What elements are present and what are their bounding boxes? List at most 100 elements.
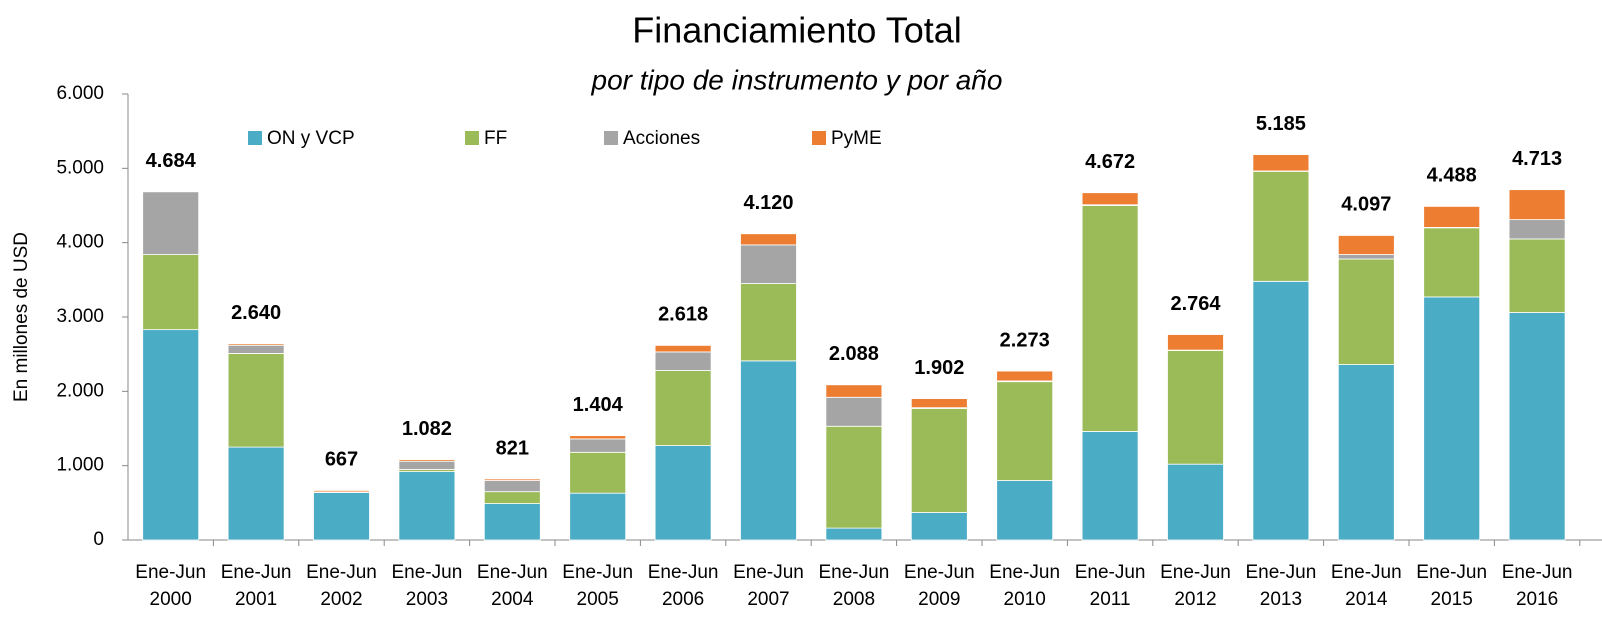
bar-segment: [740, 244, 797, 284]
total-label: 1.404: [573, 394, 624, 416]
total-label: 1.902: [914, 357, 964, 379]
legend-swatch: [465, 131, 479, 145]
bar-segment: [1167, 350, 1224, 465]
bar-segment: [996, 480, 1054, 541]
bar-segment: [1081, 205, 1139, 432]
total-label: 4.672: [1085, 151, 1135, 173]
bar-segment: [654, 445, 712, 541]
y-tick-label: 3.000: [56, 306, 104, 327]
bar-segment: [825, 384, 883, 398]
bar-segment: [1167, 334, 1224, 351]
x-tick-label: Ene-Jun 2005: [562, 562, 633, 610]
total-label: 4.684: [146, 150, 197, 172]
legend-label: PyME: [831, 128, 882, 149]
bar-segment: [654, 351, 712, 371]
bar-segment: [1081, 192, 1139, 206]
x-tick-label: Ene-Jun 2016: [1502, 562, 1573, 610]
bar-segment: [483, 480, 541, 493]
bar-segment: [654, 370, 712, 446]
x-tick-label: Ene-Jun 2013: [1246, 562, 1317, 610]
bar-segment: [1508, 238, 1566, 313]
bar-segment: [910, 408, 968, 513]
total-label: 2.640: [231, 302, 281, 324]
bar-segment: [1081, 431, 1139, 541]
y-axis-label: En millones de USD: [11, 232, 32, 402]
x-tick-label: Ene-Jun 2014: [1331, 562, 1402, 610]
bar-segment: [910, 512, 968, 541]
bar-segment: [1423, 296, 1481, 541]
bar-segment: [740, 360, 797, 541]
bar-segment: [398, 460, 456, 470]
bar-segment: [313, 490, 370, 493]
bar-segment: [483, 503, 541, 541]
y-tick-label: 5.000: [56, 157, 104, 178]
legend-label: FF: [484, 128, 507, 149]
bar-segment: [1423, 227, 1481, 298]
bar-segment: [1167, 463, 1224, 541]
x-tick-label: Ene-Jun 2002: [306, 562, 377, 610]
bar-segment: [1337, 364, 1395, 541]
x-tick-label: Ene-Jun 2008: [819, 562, 890, 610]
x-tick-label: Ene-Jun 2011: [1075, 562, 1146, 610]
bar-segment: [569, 438, 627, 453]
bar-segment: [740, 233, 797, 246]
total-label: 4.120: [743, 192, 793, 214]
bar-segment: [996, 381, 1054, 481]
bar-segment: [996, 370, 1054, 382]
total-label: 2.273: [1000, 329, 1050, 351]
legend-swatch: [248, 131, 262, 145]
total-label: 4.097: [1341, 194, 1391, 216]
bar-segment: [142, 191, 200, 255]
total-label: 4.713: [1512, 148, 1562, 170]
bar-segment: [1252, 154, 1310, 172]
x-tick-label: Ene-Jun 2012: [1160, 562, 1231, 610]
bar-segment: [227, 353, 285, 448]
total-label: 2.764: [1170, 293, 1221, 315]
bar-segment: [1508, 312, 1566, 541]
bar-segment: [313, 492, 370, 541]
x-tick-label: Ene-Jun 2007: [733, 562, 804, 610]
x-tick-label: Ene-Jun 2006: [648, 562, 719, 610]
legend-label: ON y VCP: [267, 128, 355, 149]
bar-segment: [1337, 254, 1395, 260]
bar-segment: [569, 451, 627, 494]
x-tick-label: Ene-Jun 2009: [904, 562, 975, 610]
total-label: 2.618: [658, 304, 708, 326]
y-tick-label: 6.000: [56, 83, 104, 104]
bar-segment: [1423, 205, 1481, 228]
y-tick-label: 0: [93, 529, 104, 550]
bar-segment: [142, 254, 200, 331]
bar-segment: [227, 343, 285, 346]
bar-segment: [483, 478, 541, 481]
legend-swatch: [604, 131, 618, 145]
bar-segment: [142, 329, 200, 541]
x-tick-label: Ene-Jun 2000: [135, 562, 206, 610]
bar-segment: [569, 435, 627, 440]
total-label: 821: [496, 437, 529, 459]
bar-segment: [569, 492, 627, 541]
bar-segment: [398, 471, 456, 541]
chart-subtitle: por tipo de instrumento y por año: [591, 64, 1003, 95]
bar-segment: [1337, 235, 1395, 255]
bar-segment: [825, 425, 883, 529]
bar-segment: [1508, 189, 1566, 221]
x-tick-label: Ene-Jun 2010: [989, 562, 1060, 610]
bar-segment: [483, 491, 541, 504]
total-label: 2.088: [829, 343, 879, 365]
bar-segment: [825, 527, 883, 541]
bar-segment: [227, 344, 285, 354]
total-label: 4.488: [1427, 165, 1477, 187]
bar-segment: [740, 283, 797, 362]
bar-segment: [1508, 219, 1566, 240]
legend-swatch: [812, 131, 826, 145]
bar-segment: [1252, 170, 1310, 282]
bar-segment: [227, 446, 285, 541]
x-tick-label: Ene-Jun 2001: [221, 562, 292, 610]
bar-segment: [398, 459, 456, 462]
total-label: 1.082: [402, 418, 452, 440]
y-tick-label: 2.000: [56, 380, 104, 401]
total-label: 667: [325, 449, 358, 471]
y-tick-label: 4.000: [56, 232, 104, 253]
bar-segment: [1252, 280, 1310, 541]
